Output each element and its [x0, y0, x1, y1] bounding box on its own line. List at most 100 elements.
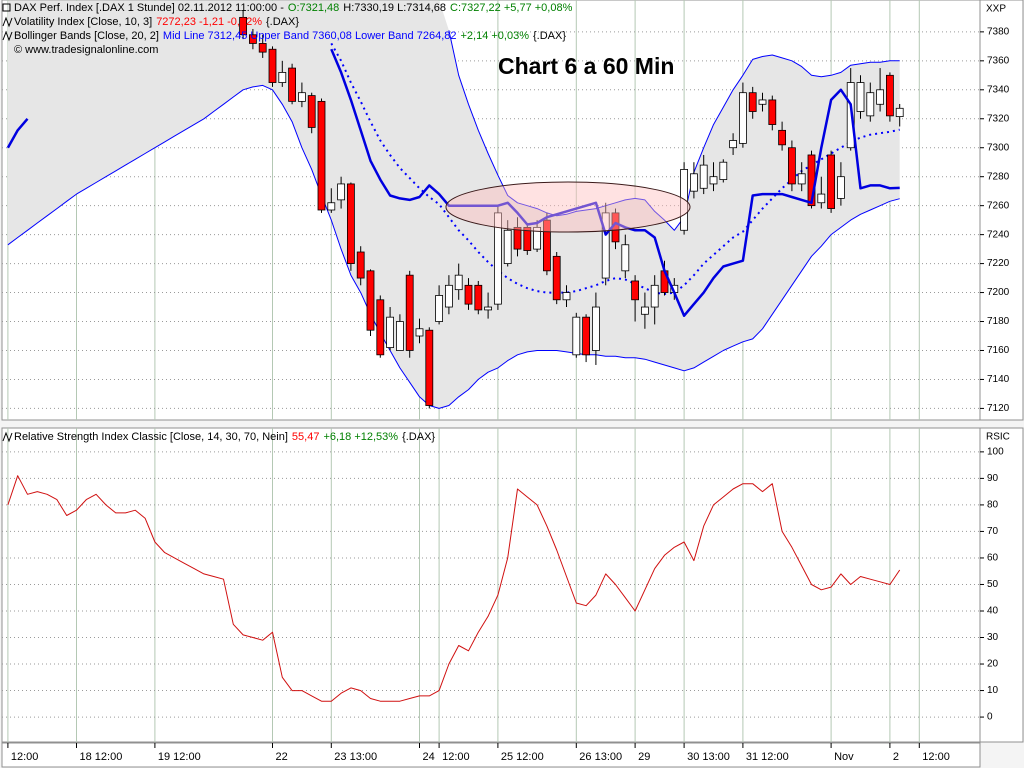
y-tick-label: 7240 [987, 229, 1010, 240]
candle-body [719, 161, 728, 180]
candle-body [876, 89, 884, 105]
candle-body [268, 48, 277, 83]
x-tick-label: 12:00 [442, 751, 470, 763]
x-tick-label: 22 [276, 751, 288, 763]
line-series [7, 84, 900, 409]
y-tick-label: 50 [987, 579, 999, 590]
candle-body [758, 99, 767, 105]
candle-body [503, 229, 512, 264]
x-axis-area [1, 742, 981, 768]
candle-body [317, 100, 326, 211]
candle-body [846, 82, 855, 149]
candle-body [258, 43, 267, 53]
icon [2, 3, 11, 12]
candle-body [827, 154, 835, 209]
candle-body [739, 92, 747, 144]
candle-body [817, 193, 826, 204]
candle-body [376, 299, 385, 356]
candle-body [356, 251, 365, 279]
y-tick-label: 7320 [987, 113, 1010, 124]
legend-text: Volatility Index [Close, 10, 3] [14, 16, 152, 28]
candle-body [307, 95, 316, 128]
x-tick-label: 12:00 [922, 751, 950, 763]
header-layer: Chart 6 a 60 Min DAX Perf. Index [.DAX 1 … [2, 2, 674, 443]
x-tick-label: Nov [834, 751, 854, 763]
legend-text: O:7321,48 [288, 2, 339, 14]
candle-body [699, 164, 708, 189]
axis-area [979, 0, 1024, 421]
line-series [448, 30, 900, 231]
y-tick-label: 7360 [987, 55, 1010, 66]
y-tick-label: 7260 [987, 200, 1010, 211]
plot-area [1, 427, 981, 743]
y-tick-label: 7380 [987, 27, 1010, 38]
candle-body [395, 321, 404, 351]
candle-body [278, 72, 287, 83]
candle-body [337, 183, 346, 201]
candle-body [493, 212, 502, 305]
y-tick-label: 70 [987, 526, 999, 537]
legend-text: {.DAX} [266, 16, 299, 28]
y-tick-label: 10 [987, 685, 999, 696]
candle-body [288, 67, 297, 102]
legend-line: DAX Perf. Index [.DAX 1 Stunde] 02.11.20… [14, 2, 573, 14]
candle-body [454, 274, 463, 291]
legend-text: Relative Strength Index Classic [Close, … [14, 431, 288, 443]
candle-body [543, 219, 551, 272]
candle-body [592, 306, 600, 351]
candle-body [346, 183, 355, 264]
x-tick-label: 12:00 [11, 751, 39, 763]
candle-body [405, 274, 414, 351]
candle-body [837, 176, 845, 199]
plot-clip [6, 1, 904, 409]
legend-text: {.DAX} [533, 30, 566, 42]
candle-body [552, 255, 561, 301]
y-tick-label: 40 [987, 606, 999, 617]
candle-body [297, 92, 306, 102]
y-tick-label: 30 [987, 632, 999, 643]
y-tick-label: 80 [987, 500, 999, 511]
candle-body [533, 226, 541, 250]
candle-body [444, 284, 453, 308]
candle-body [415, 328, 424, 337]
x-tick-label: 23 13:00 [334, 751, 377, 763]
candle-body [680, 169, 688, 231]
candle-body [562, 292, 571, 301]
y-axis-label: RSIC [986, 432, 1010, 443]
candle-body [856, 82, 865, 112]
candle-body [631, 280, 639, 301]
legend-text: Bollinger Bands [Close, 20, 2] [14, 30, 159, 42]
candle-body [778, 129, 786, 146]
x-tick-label: 29 [638, 751, 650, 763]
legend-text: 55,47 [292, 431, 320, 443]
axis-area [979, 427, 1024, 743]
candle-body [239, 16, 248, 36]
candle-body [248, 34, 257, 44]
candle-body [425, 329, 434, 406]
candle-body [650, 284, 659, 308]
y-tick-label: 7340 [987, 84, 1010, 95]
line-series [6, 48, 900, 317]
candle-body [484, 306, 493, 311]
y-tick-label: 0 [987, 712, 993, 723]
y-axis-label: XXP [986, 4, 1006, 15]
candle-body [748, 92, 757, 112]
x-tick-label: 18 12:00 [80, 751, 123, 763]
candle-body [709, 176, 718, 185]
legend-text: © www.tradesignalonline.com [14, 44, 158, 56]
x-tick-label: 2 [893, 751, 899, 763]
y-tick-label: 7220 [987, 258, 1010, 269]
candle-body [513, 226, 522, 250]
candle-body [729, 140, 737, 149]
candle-body [690, 173, 698, 192]
x-tick-label: 30 13:00 [687, 751, 730, 763]
candle-body [582, 316, 590, 356]
candle-body [797, 173, 806, 185]
y-tick-label: 7180 [987, 316, 1010, 327]
y-tick-label: 7280 [987, 171, 1010, 182]
candle-body [523, 226, 532, 251]
y-tick-label: 7160 [987, 345, 1010, 356]
icon [2, 431, 13, 443]
